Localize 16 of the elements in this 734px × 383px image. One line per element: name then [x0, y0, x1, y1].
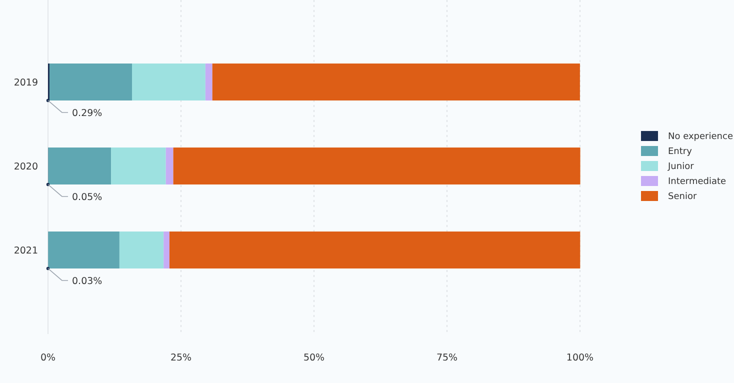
legend-label: Junior — [667, 162, 694, 172]
legend-label: Entry — [668, 147, 693, 158]
data-label: 0.29% — [72, 108, 102, 119]
x-tick-label: 75% — [436, 352, 458, 364]
legend-label: No experience — [668, 132, 734, 142]
x-tick-label: 50% — [303, 352, 325, 364]
data-label: 0.03% — [72, 276, 102, 287]
legend-label: Senior — [668, 192, 697, 202]
x-tick-label: 100% — [566, 352, 594, 364]
y-tick-label: 2021 — [14, 245, 38, 256]
y-tick-label: 2020 — [14, 161, 38, 172]
legend-label: Intermediate — [668, 177, 727, 188]
x-tick-label: 0% — [40, 352, 56, 364]
y-tick-label: 2019 — [14, 77, 38, 88]
data-label: 0.05% — [72, 192, 102, 203]
x-tick-label: 25% — [170, 352, 192, 364]
